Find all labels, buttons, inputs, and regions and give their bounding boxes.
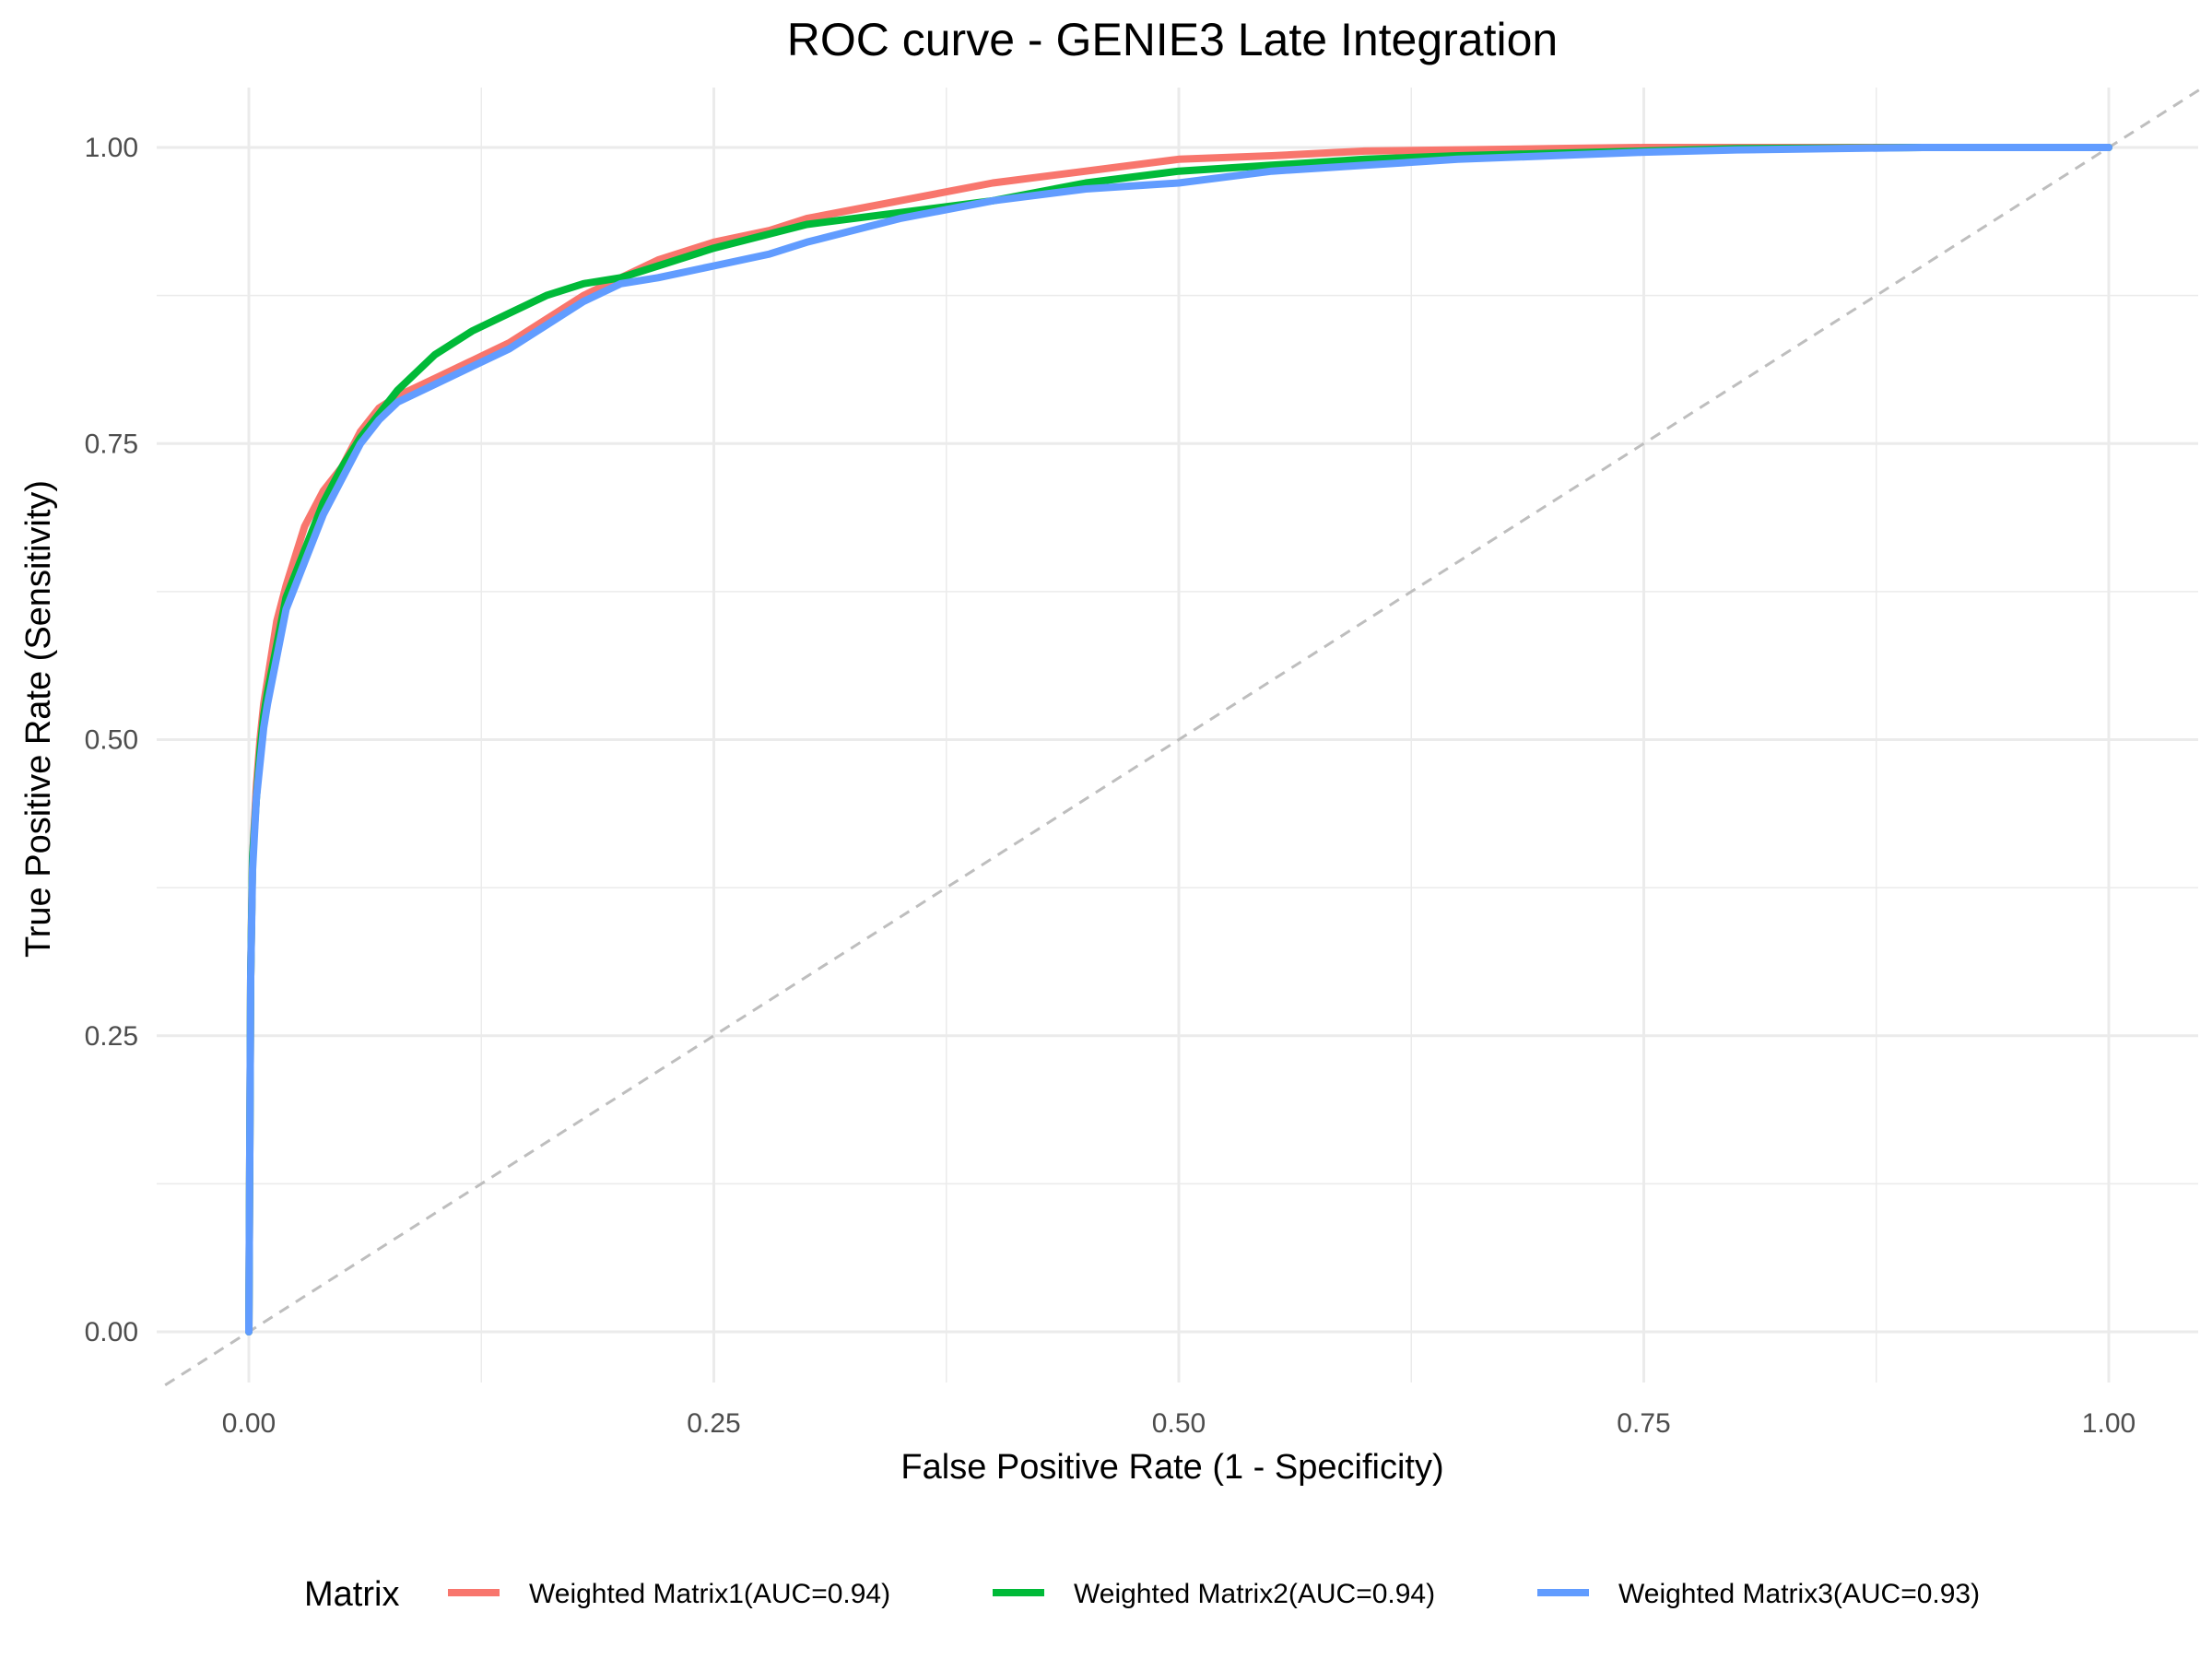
- x-axis-ticks: 0.00 0.25 0.50 0.75 1.00: [222, 1408, 2136, 1439]
- legend: Matrix Weighted Matrix1(AUC=0.94) Weighte…: [304, 1575, 1980, 1614]
- reference-diagonal: [164, 87, 2203, 1387]
- y-tick-label: 0.75: [85, 429, 138, 459]
- y-tick-label: 0.00: [85, 1317, 138, 1347]
- legend-label-matrix1: Weighted Matrix1(AUC=0.94): [529, 1579, 890, 1609]
- y-tick-label: 1.00: [85, 133, 138, 163]
- x-tick-label: 0.25: [687, 1408, 740, 1439]
- legend-title: Matrix: [304, 1575, 399, 1614]
- x-tick-label: 0.50: [1152, 1408, 1206, 1439]
- legend-label-matrix2: Weighted Matrix2(AUC=0.94): [1074, 1579, 1435, 1609]
- x-axis-title: False Positive Rate (1 - Specificity): [900, 1448, 1443, 1487]
- x-tick-label: 0.75: [1617, 1408, 1670, 1439]
- legend-label-matrix3: Weighted Matrix3(AUC=0.93): [1618, 1579, 1980, 1609]
- y-tick-label: 0.25: [85, 1021, 138, 1052]
- y-axis-title: True Positive Rate (Sensitivity): [19, 480, 58, 958]
- x-tick-label: 1.00: [2082, 1408, 2136, 1439]
- y-axis-ticks: 0.00 0.25 0.50 0.75 1.00: [85, 133, 138, 1347]
- y-tick-label: 0.50: [85, 725, 138, 756]
- grid: [157, 88, 2198, 1382]
- reference-line: [164, 87, 2203, 1387]
- series-lines: [245, 144, 2112, 1335]
- chart-title: ROC curve - GENIE3 Late Integration: [787, 14, 1558, 65]
- x-tick-label: 0.00: [222, 1408, 276, 1439]
- series-line-matrix3: [245, 144, 2112, 1335]
